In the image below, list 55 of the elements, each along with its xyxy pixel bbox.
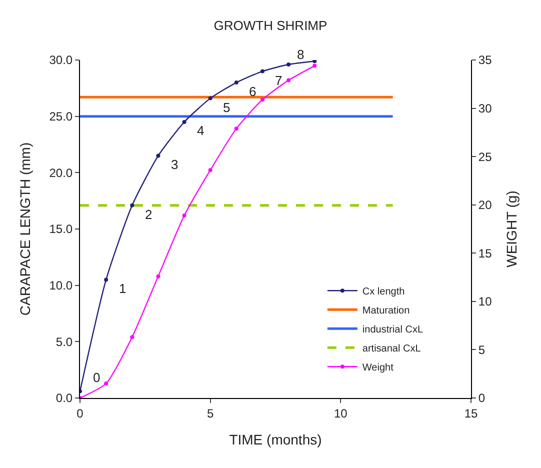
- legend-label: Maturation: [362, 306, 410, 316]
- point: [208, 96, 212, 100]
- legend-label: artisanal CxL: [362, 344, 422, 354]
- x-tick-label: 0: [76, 406, 84, 420]
- y2-tick-label: 10: [478, 294, 492, 309]
- legend-label: Weight: [362, 362, 394, 374]
- legend-label: industrial CxL: [362, 324, 424, 336]
- point: [156, 274, 160, 278]
- annotation: 4: [197, 123, 204, 138]
- x-tick-label: 10: [334, 406, 348, 420]
- annotation: 6: [249, 84, 256, 99]
- point: [234, 126, 238, 131]
- annotation: 7: [275, 73, 282, 88]
- x-tick-label: 5: [206, 406, 214, 420]
- annotation: 3: [171, 157, 178, 172]
- annotation: 8: [297, 47, 304, 62]
- chart-title: GROWTH SHRIMP: [214, 18, 328, 34]
- annotation: 1: [119, 281, 126, 296]
- y2-tick-label: 25: [478, 150, 492, 164]
- y2-tick-label: 30: [478, 101, 492, 116]
- annotation: 2: [145, 207, 152, 222]
- point: [312, 64, 317, 68]
- point: [286, 62, 291, 67]
- y-tick-label: 0.0: [56, 391, 73, 406]
- x-tick-label: 15: [464, 406, 478, 420]
- point: [234, 80, 238, 85]
- point: [104, 278, 108, 282]
- point: [260, 69, 264, 74]
- y-tick-label: 10.0: [49, 278, 73, 293]
- point: [312, 60, 317, 64]
- y-tick-label: 25.0: [49, 110, 73, 124]
- y2-axis-title: WEIGHT (g): [503, 190, 520, 268]
- y2-tick-label: 20: [478, 198, 492, 212]
- point: [130, 203, 134, 208]
- y-axis-title: CARAPACE LENGTH (mm): [16, 142, 33, 316]
- y-tick-label: 5.0: [56, 334, 73, 349]
- y2-tick-label: 5: [478, 342, 486, 357]
- legend-label: Cx length: [362, 286, 405, 298]
- point: [182, 120, 186, 124]
- point: [104, 382, 108, 386]
- point: [286, 78, 291, 82]
- annotation: 5: [223, 100, 230, 115]
- y2-tick-label: 0: [478, 391, 486, 406]
- y-tick-label: 30.0: [49, 53, 73, 68]
- annotation: 0: [93, 370, 100, 385]
- y-tick-label: 15.0: [49, 222, 73, 236]
- x-axis-title: TIME (months): [229, 432, 322, 448]
- y2-tick-label: 15: [478, 246, 492, 260]
- point: [208, 168, 212, 172]
- point: [130, 335, 134, 340]
- point: [182, 213, 186, 218]
- y2-tick-label: 35: [478, 53, 492, 68]
- point: [260, 98, 264, 102]
- point: [156, 154, 160, 158]
- y-tick-label: 20.0: [49, 166, 73, 180]
